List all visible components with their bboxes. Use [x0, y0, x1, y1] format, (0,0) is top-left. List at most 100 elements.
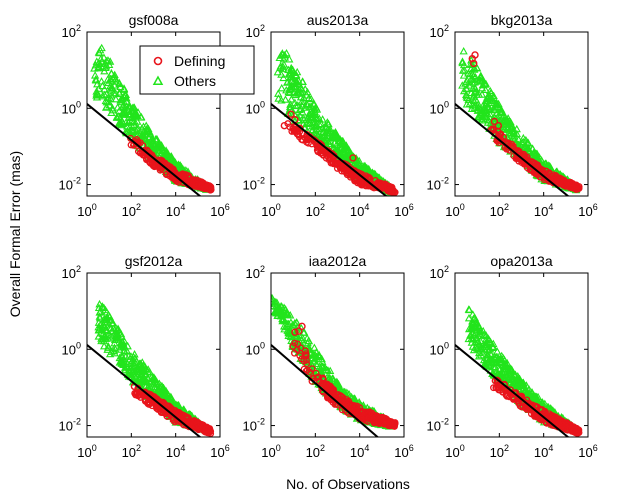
others-point	[108, 74, 118, 82]
others-point	[96, 45, 105, 54]
defining-point	[290, 349, 298, 357]
plot-area	[455, 46, 583, 196]
others-point	[100, 90, 109, 99]
panel-title: aus2013a	[307, 12, 369, 28]
others-point	[309, 357, 318, 365]
others-point	[530, 149, 539, 157]
others-point	[133, 111, 142, 119]
defining-point	[294, 131, 302, 139]
defining-point	[511, 390, 519, 398]
defining-point	[547, 177, 555, 185]
others-point	[328, 374, 338, 382]
y-tick-label: 100	[62, 340, 81, 357]
others-point	[279, 54, 288, 63]
x-tick-label: 104	[166, 202, 185, 219]
fit-line	[455, 344, 570, 437]
others-point	[469, 325, 479, 333]
x-tick-label: 102	[306, 443, 325, 460]
defining-point	[365, 414, 373, 422]
x-tick-label: 100	[77, 202, 96, 219]
others-point	[133, 365, 143, 374]
defining-point	[340, 168, 348, 175]
others-point	[107, 83, 117, 91]
defining-point	[573, 182, 581, 190]
defining-point	[378, 414, 386, 422]
panel-title: gsf2012a	[125, 253, 183, 269]
defining-point	[554, 416, 562, 424]
others-point	[305, 344, 314, 352]
defining-point	[558, 421, 566, 429]
y-tick-label: 10-2	[243, 176, 265, 193]
defining-point	[303, 136, 310, 144]
others-point	[134, 124, 143, 132]
defining-point	[134, 147, 142, 155]
others-point	[306, 102, 316, 110]
y-tick-label: 102	[62, 23, 81, 40]
panel-title: iaa2012a	[309, 253, 367, 269]
defining-point	[344, 162, 352, 170]
others-point	[298, 333, 307, 342]
others-point	[484, 92, 493, 100]
others-point	[290, 82, 299, 90]
others-point	[304, 119, 313, 127]
y-tick-label: 102	[62, 264, 81, 281]
others-point	[334, 380, 343, 388]
others-point	[272, 301, 281, 309]
defining-point	[549, 171, 557, 179]
others-point	[468, 342, 477, 350]
others-point	[482, 355, 491, 364]
others-point	[545, 161, 554, 170]
others-point	[95, 48, 104, 57]
others-point	[459, 86, 469, 95]
others-point	[469, 96, 478, 105]
defining-point	[308, 377, 316, 385]
defining-point	[370, 419, 378, 427]
defining-point	[137, 391, 145, 399]
plot-area	[87, 299, 215, 437]
others-point	[340, 142, 349, 151]
others-point	[332, 381, 342, 389]
others-point	[491, 105, 500, 114]
others-point	[307, 112, 317, 121]
defining-point	[163, 412, 171, 420]
x-tick-label: 104	[350, 202, 369, 219]
others-point	[92, 93, 102, 101]
others-point	[521, 135, 530, 144]
others-point	[324, 131, 333, 139]
defining-point	[512, 155, 520, 163]
others-point	[309, 120, 318, 128]
defining-point	[545, 419, 553, 427]
others-point	[489, 357, 498, 365]
defining-point	[168, 164, 176, 172]
others-point	[332, 129, 341, 138]
x-tick-label: 100	[261, 202, 280, 219]
defining-point	[357, 414, 365, 422]
defining-point	[329, 154, 337, 162]
others-point	[512, 377, 521, 385]
others-point	[160, 388, 170, 396]
others-point	[489, 352, 499, 360]
others-point	[133, 377, 143, 385]
defining-point	[384, 422, 392, 429]
x-tick-label: 100	[445, 443, 464, 460]
others-point	[310, 343, 319, 351]
others-point	[101, 103, 111, 111]
others-point	[122, 93, 131, 102]
others-point	[116, 329, 126, 338]
others-point	[138, 373, 147, 381]
others-point	[271, 294, 277, 302]
others-point	[532, 149, 541, 158]
others-point	[321, 122, 330, 130]
others-point	[125, 369, 134, 377]
others-point	[496, 358, 505, 366]
defining-point	[356, 407, 364, 415]
others-point	[129, 120, 139, 129]
others-point	[92, 89, 101, 97]
others-point	[133, 108, 143, 116]
others-point	[298, 108, 307, 116]
defining-point	[353, 402, 361, 410]
others-point	[494, 99, 503, 108]
defining-point	[567, 179, 575, 187]
others-point	[369, 170, 378, 178]
others-point	[512, 124, 521, 133]
